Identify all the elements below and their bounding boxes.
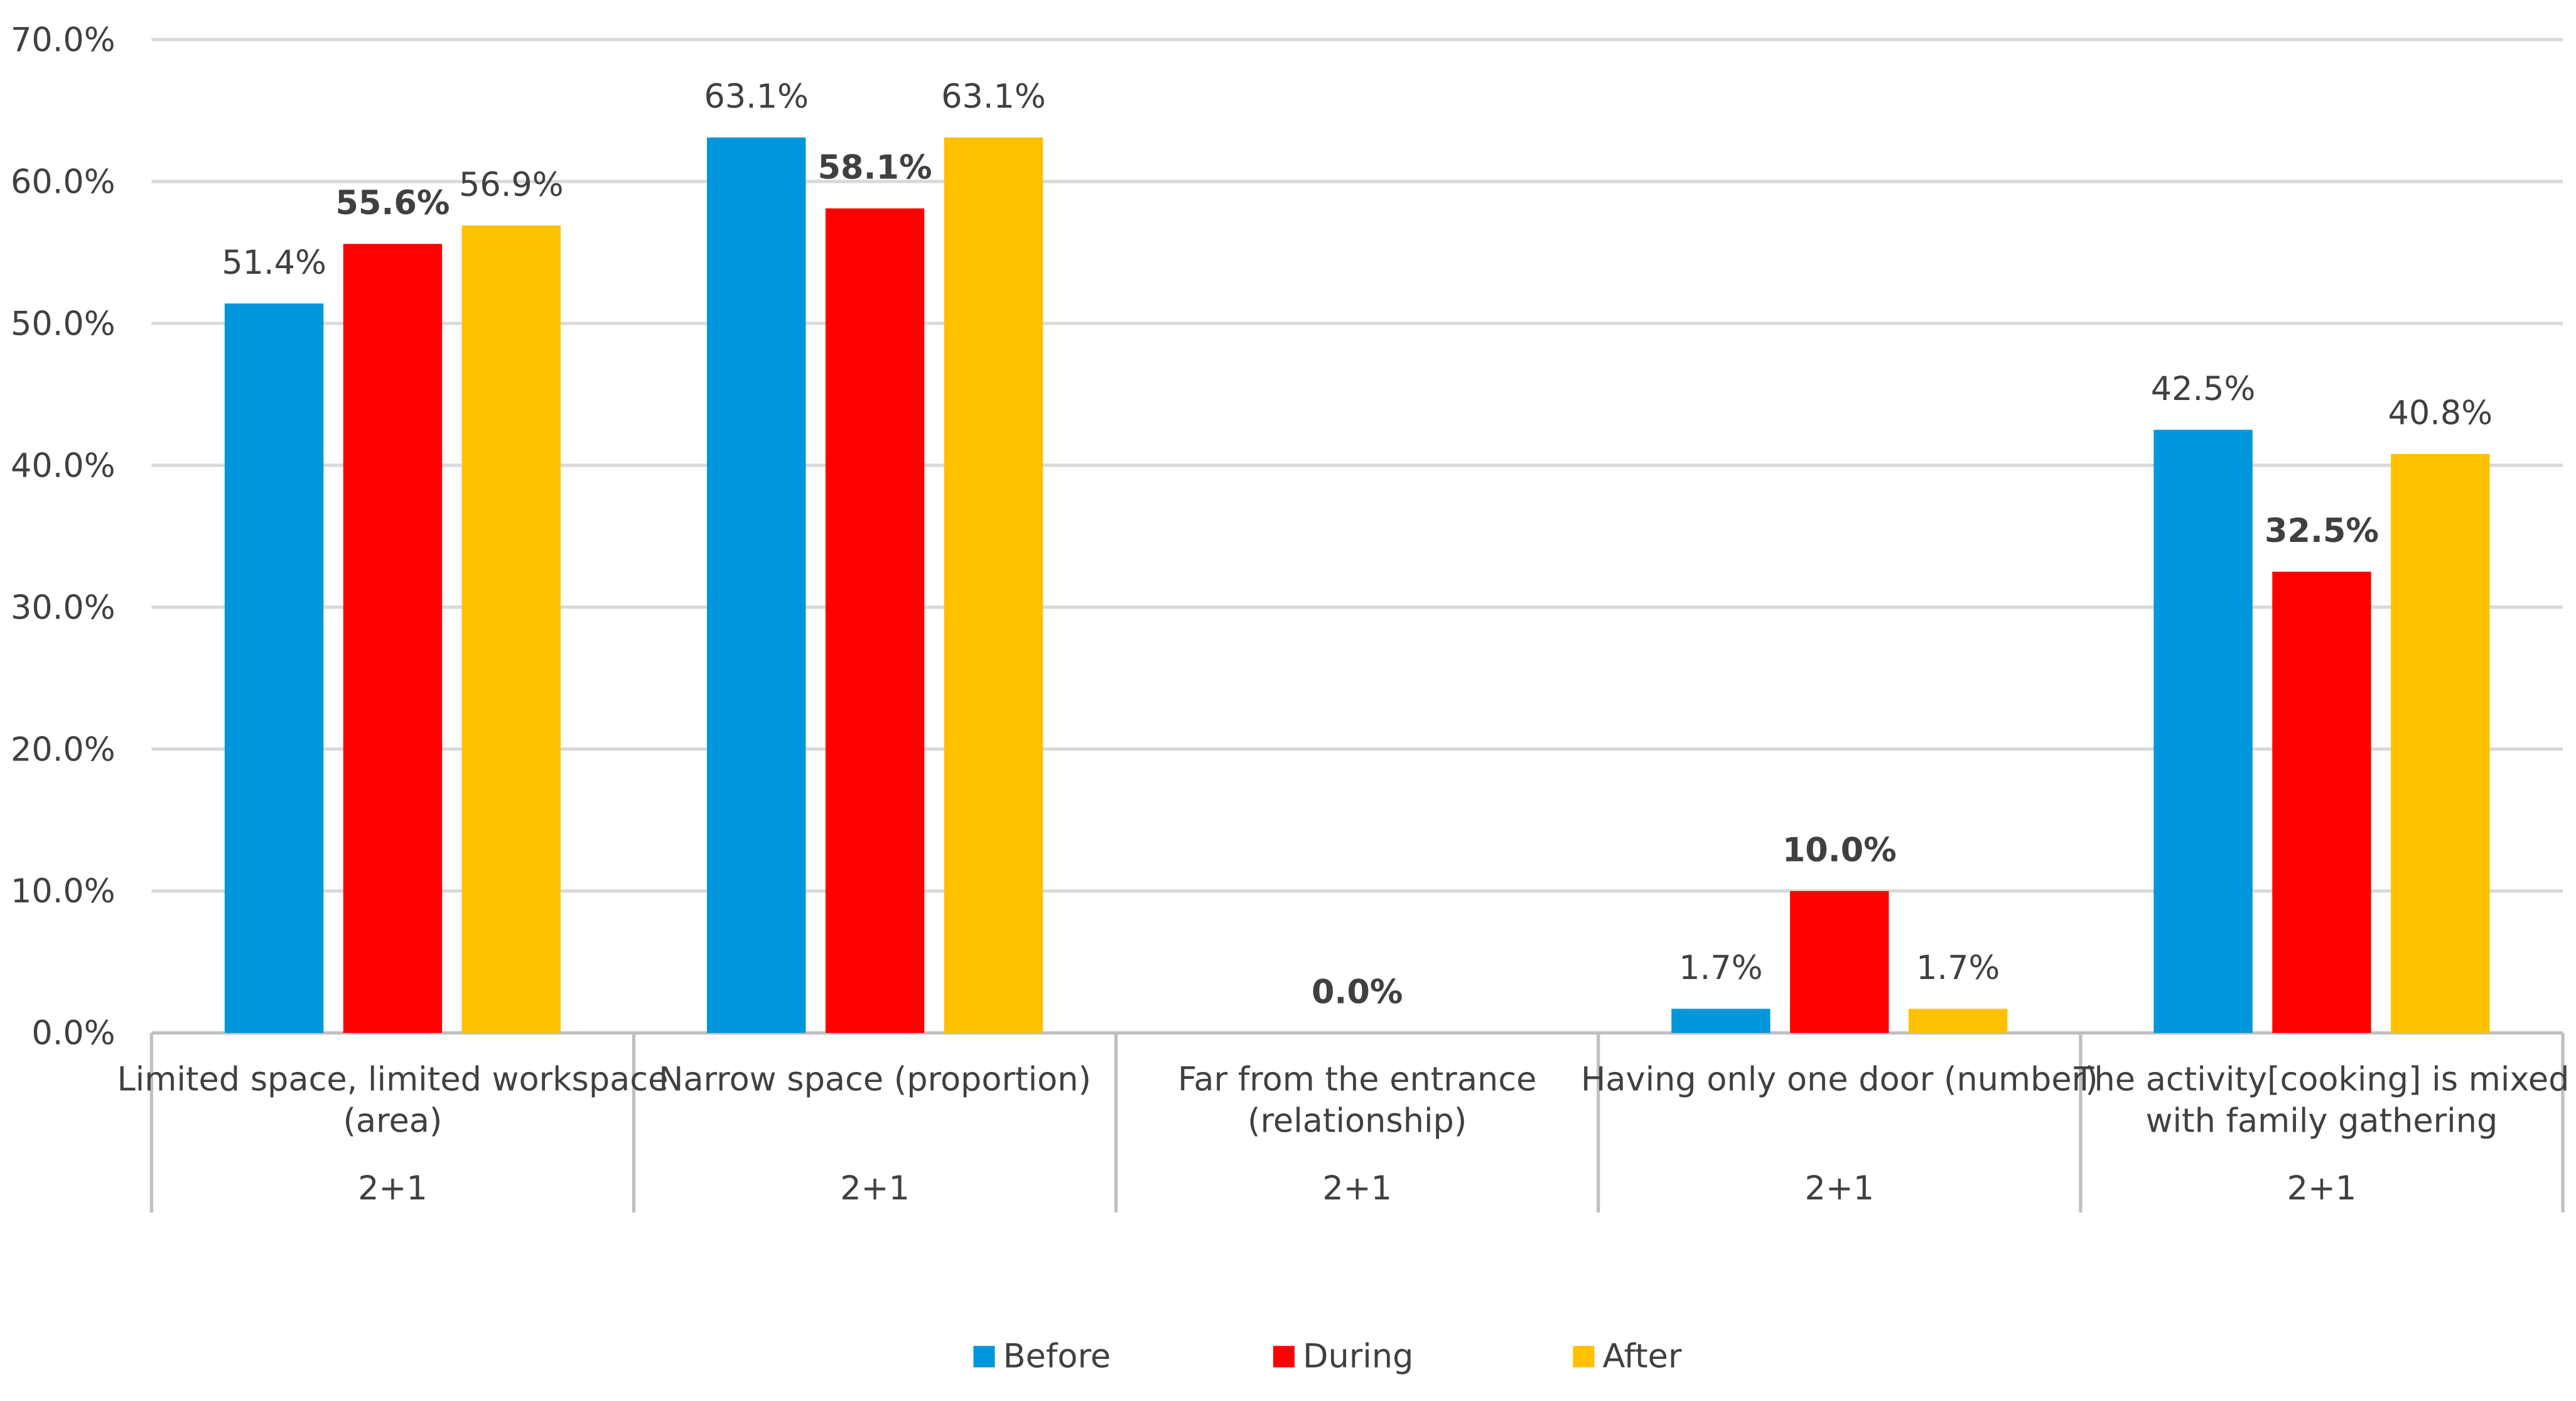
data-label-after: 40.8% — [2388, 394, 2493, 433]
legend-item-during[interactable]: During — [1273, 1337, 1414, 1375]
y-tick-label: 0.0% — [31, 1014, 115, 1052]
y-tick-label: 60.0% — [11, 163, 116, 201]
data-label-during: 55.6% — [335, 184, 450, 222]
legend-swatch — [1273, 1346, 1295, 1368]
bar-during — [343, 244, 443, 1033]
data-label-before: 1.7% — [1679, 949, 1762, 987]
x-subcategory-label: 2+1 — [2287, 1169, 2357, 1208]
legend-swatch — [1573, 1346, 1595, 1368]
bar-before — [1671, 1009, 1770, 1033]
bar-after — [2391, 453, 2490, 1033]
y-tick-label: 50.0% — [11, 305, 116, 343]
legend-label: After — [1603, 1337, 1682, 1375]
data-label-before: 63.1% — [704, 78, 809, 116]
x-category-label-line2: with family gathering — [2146, 1101, 2498, 1140]
data-label-during: 58.1% — [818, 149, 932, 187]
bar-before — [2153, 430, 2253, 1033]
x-subcategory-label: 2+1 — [358, 1169, 428, 1208]
legend-item-after[interactable]: After — [1573, 1337, 1682, 1375]
data-label-after: 56.9% — [459, 166, 564, 204]
bar-after — [1908, 1009, 2008, 1033]
data-label-during: 32.5% — [2265, 512, 2379, 550]
bar-during — [2272, 571, 2371, 1033]
y-tick-label: 70.0% — [11, 21, 116, 59]
x-category-label: Limited space, limited workspace — [117, 1061, 668, 1099]
bar-after — [461, 225, 561, 1033]
legend-label: During — [1303, 1337, 1413, 1375]
bar-during — [1790, 890, 1889, 1033]
x-category-label: Far from the entrance — [1178, 1061, 1536, 1099]
bar-before — [224, 303, 324, 1033]
data-label-after: 1.7% — [1916, 949, 2000, 987]
data-label-after: 63.1% — [941, 78, 1046, 116]
x-category-label-line2: (area) — [343, 1101, 442, 1140]
bar-before — [706, 137, 806, 1033]
x-subcategory-label: 2+1 — [840, 1169, 910, 1208]
y-axis-tick-labels: 0.0% 10.0% 20.0% 30.0% 40.0% 50.0% 60.0% 70.0% — [11, 21, 116, 1052]
y-tick-label: 30.0% — [11, 588, 116, 627]
x-category-label: The activity[cooking] is mixed — [2073, 1061, 2569, 1099]
bars — [224, 137, 2490, 1033]
x-category-label-line2: (relationship) — [1248, 1101, 1467, 1140]
x-subcategory-label: 2+1 — [1322, 1169, 1392, 1208]
data-label-before: 42.5% — [2151, 370, 2256, 408]
bar-during — [825, 208, 925, 1033]
data-labels: 51.4% 63.1% 1.7% 42.5% 55.6% 58.1% 0.0% 10.0% 32… — [222, 78, 2492, 1012]
x-category-label: Narrow space (proportion) — [659, 1061, 1091, 1099]
x-category-label: Having only one door (number) — [1581, 1061, 2098, 1099]
y-tick-label: 40.0% — [11, 446, 116, 485]
legend[interactable]: Before During After — [973, 1337, 1682, 1375]
bar-after — [944, 137, 1043, 1033]
y-tick-label: 10.0% — [11, 872, 116, 911]
x-subcategory-label: 2+1 — [1804, 1169, 1874, 1208]
data-label-before: 51.4% — [222, 244, 326, 282]
legend-item-before[interactable]: Before — [973, 1337, 1111, 1375]
x-axis: Limited space, limited workspace(area) 2+… — [117, 1032, 2569, 1213]
data-label-during: 0.0% — [1312, 973, 1403, 1012]
legend-label: Before — [1003, 1337, 1111, 1375]
legend-swatch — [973, 1346, 995, 1368]
data-label-during: 10.0% — [1782, 831, 1897, 870]
y-tick-label: 20.0% — [11, 730, 116, 769]
